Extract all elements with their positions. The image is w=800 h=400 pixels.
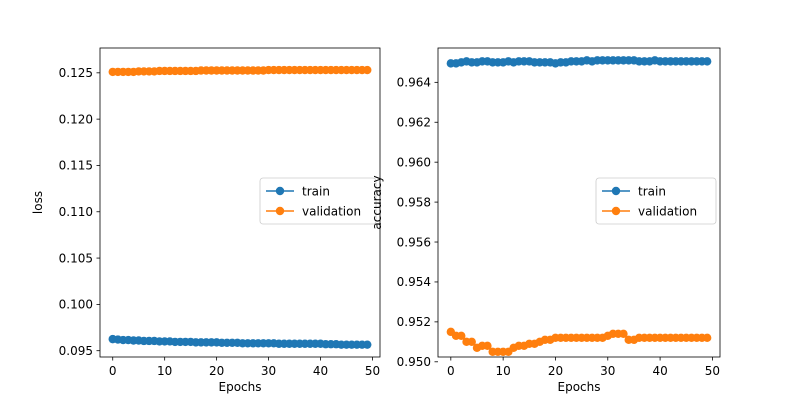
accuracy-legend-validation-marker — [611, 206, 621, 216]
loss-train-point — [363, 340, 372, 349]
accuracy-y-tick-label: 0.956 — [397, 235, 431, 249]
accuracy-x-tick-label: 0 — [447, 364, 455, 378]
loss-y-axis-label: loss — [31, 191, 45, 214]
loss-y-tick-label: 0.110 — [59, 205, 93, 219]
loss-y-tick-label: 0.095 — [59, 344, 93, 358]
accuracy-y-tick-label: 0.964 — [397, 76, 431, 90]
loss-x-tick-label: 40 — [313, 364, 328, 378]
accuracy-y-tick-label: 0.952 — [397, 315, 431, 329]
loss-y-tick-label: 0.125 — [59, 66, 93, 80]
loss-validation-point — [363, 65, 372, 75]
accuracy-train-point — [702, 57, 712, 66]
accuracy-legend: train validation — [595, 177, 717, 225]
loss-x-tick-label: 0 — [109, 364, 117, 378]
accuracy-x-tick-label: 40 — [652, 364, 667, 378]
loss-legend: train validation — [259, 177, 377, 225]
accuracy-x-tick-label: 50 — [705, 364, 720, 378]
loss-y-tick-label: 0.115 — [59, 159, 93, 173]
loss-legend-train-marker — [275, 186, 285, 196]
accuracy-validation-point — [467, 337, 476, 347]
loss-x-tick-label: 20 — [209, 364, 224, 378]
accuracy-plot-area — [446, 56, 712, 357]
loss-legend-train-label: train — [302, 185, 330, 199]
accuracy-validation-point — [483, 341, 492, 351]
accuracy-legend-box — [595, 177, 717, 225]
loss-axes-frame — [99, 47, 381, 358]
loss-subplot: 0 10 20 30 40 50 0.095 0.100 0.105 0.110 0.115 0.12… — [31, 47, 381, 394]
accuracy-y-tick-label: 0.954 — [397, 275, 431, 289]
accuracy-x-tick-label: 20 — [548, 364, 563, 378]
loss-y-tick-label: 0.120 — [59, 112, 93, 126]
accuracy-validation-point — [702, 333, 712, 343]
accuracy-y-tick-label: 0.958 — [397, 195, 431, 209]
loss-x-tick-label: 50 — [365, 364, 380, 378]
accuracy-x-axis-label: Epochs — [558, 380, 601, 394]
accuracy-legend-train-marker — [611, 186, 621, 196]
loss-legend-validation-marker — [275, 206, 285, 216]
loss-y-tick-label: 0.105 — [59, 251, 93, 265]
accuracy-legend-validation-label: validation — [638, 205, 697, 219]
loss-x-tick-label: 10 — [157, 364, 172, 378]
accuracy-validation-point — [619, 329, 628, 339]
accuracy-subplot: 0 10 20 30 40 50 0.950 0.952 0.954 0.956 0.958 0.96… — [370, 47, 721, 394]
loss-x-tick-label: 30 — [261, 364, 276, 378]
accuracy-validation-point — [457, 331, 466, 341]
loss-legend-validation-label: validation — [302, 205, 361, 219]
loss-y-tick-label: 0.100 — [59, 298, 93, 312]
accuracy-y-tick-label: 0.960 — [397, 155, 431, 169]
loss-x-axis-label: Epochs — [219, 380, 262, 394]
accuracy-legend-train-label: train — [638, 185, 666, 199]
loss-plot-area — [108, 65, 372, 349]
accuracy-y-tick-label: 0.962 — [397, 116, 431, 130]
accuracy-x-tick-label: 30 — [600, 364, 615, 378]
accuracy-y-axis-label: accuracy — [370, 175, 384, 229]
accuracy-x-tick-label: 10 — [495, 364, 510, 378]
accuracy-y-tick-label: 0.950 — [397, 355, 431, 369]
loss-legend-box — [259, 177, 377, 225]
